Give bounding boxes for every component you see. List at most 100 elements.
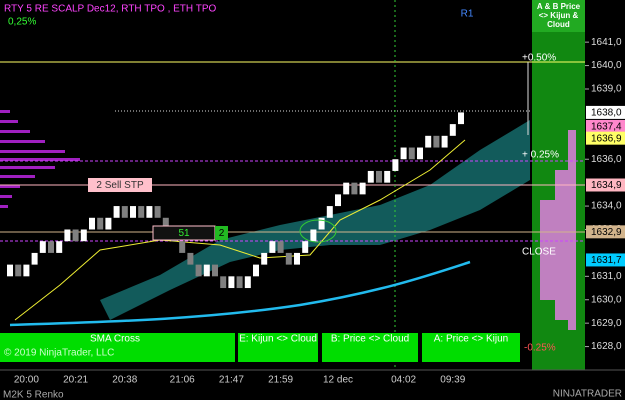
two-label: 2 bbox=[219, 228, 225, 239]
brick bbox=[72, 229, 79, 242]
brick bbox=[236, 276, 243, 289]
brick bbox=[162, 217, 169, 230]
signal-label: B: Price <> Cloud bbox=[331, 334, 409, 345]
brick bbox=[64, 229, 71, 242]
brick bbox=[449, 124, 456, 136]
price-marker bbox=[586, 225, 625, 239]
right-profile bbox=[540, 130, 576, 330]
y-tick-label: 1631,0 bbox=[591, 271, 622, 282]
brick bbox=[212, 264, 218, 277]
brick bbox=[433, 135, 440, 148]
signal-label: E: Kijun <> Cloud bbox=[239, 334, 317, 345]
brick bbox=[220, 276, 227, 289]
brick bbox=[7, 264, 13, 277]
brick bbox=[376, 170, 382, 183]
x-tick-label: 04:02 bbox=[391, 375, 416, 386]
brick bbox=[154, 206, 161, 218]
brick bbox=[458, 112, 464, 125]
brick bbox=[195, 264, 202, 277]
signal-bar bbox=[238, 333, 318, 362]
y-tick-label: 1628,0 bbox=[591, 341, 622, 352]
brick bbox=[351, 182, 358, 195]
price-marker-label: 1637,4 bbox=[591, 122, 622, 133]
price-marker-label: 1638,0 bbox=[591, 108, 622, 119]
brick bbox=[359, 182, 366, 195]
brick bbox=[48, 241, 54, 253]
signal-label: SMA Cross bbox=[90, 334, 140, 345]
panel-header bbox=[532, 0, 585, 32]
brick bbox=[39, 241, 46, 253]
pct-label: -0.25% bbox=[524, 343, 556, 354]
x-tick-label: 21:59 bbox=[268, 375, 293, 386]
x-tick-label: 20:21 bbox=[63, 375, 88, 386]
price-marker-label: 1631,7 bbox=[591, 255, 622, 266]
brick bbox=[261, 252, 268, 265]
count-label: 51 bbox=[178, 228, 190, 239]
copyright: © 2019 NinjaTrader, LLC bbox=[4, 348, 114, 359]
y-tick-label: 1630,0 bbox=[591, 294, 622, 305]
instrument: M2K 5 Renko bbox=[3, 390, 64, 400]
kijun-line bbox=[14, 139, 466, 321]
price-marker bbox=[586, 253, 625, 267]
price-marker bbox=[586, 131, 625, 145]
brick bbox=[310, 229, 317, 242]
brick bbox=[31, 252, 38, 265]
volume-profile bbox=[0, 110, 80, 208]
brick bbox=[367, 170, 374, 183]
brick bbox=[113, 206, 120, 218]
brick bbox=[146, 206, 153, 218]
brick bbox=[326, 206, 333, 218]
brick bbox=[89, 217, 95, 230]
x-tick-label: 20:38 bbox=[112, 375, 137, 386]
price-marker-label: 1634,9 bbox=[591, 180, 622, 191]
chart-title: RTY 5 RE SCALP Dec12, RTH TPO , ETH TPO bbox=[4, 4, 217, 15]
brick bbox=[335, 194, 341, 207]
brick bbox=[384, 170, 391, 183]
brick bbox=[121, 206, 128, 218]
brick bbox=[23, 264, 30, 277]
x-tick-label: 21:47 bbox=[219, 375, 244, 386]
signal-bar bbox=[322, 333, 418, 362]
price-marker-label: 1636,9 bbox=[591, 133, 622, 144]
panel-wrap: A & B Price <> Kijun & Cloud bbox=[536, 2, 581, 29]
brick bbox=[285, 252, 292, 265]
brick bbox=[15, 264, 22, 277]
signal-label: A: Price <> Kijun bbox=[434, 334, 508, 345]
pct-label: + 0.25% bbox=[522, 150, 559, 161]
price-marker-label: 1632,9 bbox=[591, 227, 622, 238]
brick bbox=[277, 241, 284, 253]
brick bbox=[417, 147, 423, 160]
brick bbox=[203, 264, 210, 277]
brick bbox=[318, 217, 325, 230]
brick bbox=[425, 135, 432, 148]
price-marker bbox=[586, 119, 625, 133]
brick bbox=[179, 241, 186, 253]
signal-bar bbox=[0, 333, 235, 362]
two-box bbox=[215, 226, 228, 240]
brick bbox=[130, 206, 136, 218]
panel-title: A & B Price <> Kijun & Cloud bbox=[536, 2, 581, 29]
y-tick-label: 1634,0 bbox=[591, 201, 622, 212]
signal-bar bbox=[422, 333, 520, 362]
x-tick-label: 20:00 bbox=[14, 375, 39, 386]
x-tick-label: 12 dec bbox=[323, 375, 353, 386]
brick bbox=[97, 217, 104, 230]
brick bbox=[253, 264, 259, 277]
brick bbox=[302, 241, 309, 253]
brick bbox=[343, 182, 350, 195]
x-tick-label: 09:39 bbox=[440, 375, 465, 386]
y-tick-label: 1636,0 bbox=[591, 154, 622, 165]
r1-label: R1 bbox=[461, 9, 474, 20]
pct-label: CLOSE bbox=[522, 247, 556, 258]
y-tick-label: 1629,0 bbox=[591, 318, 622, 329]
price-marker bbox=[586, 178, 625, 192]
brick bbox=[400, 147, 407, 160]
brick bbox=[138, 206, 145, 218]
x-tick-label: 21:06 bbox=[170, 375, 195, 386]
brick bbox=[408, 147, 415, 160]
brick bbox=[441, 135, 448, 148]
brick bbox=[80, 229, 87, 242]
brick bbox=[392, 159, 399, 171]
brick bbox=[228, 276, 235, 289]
